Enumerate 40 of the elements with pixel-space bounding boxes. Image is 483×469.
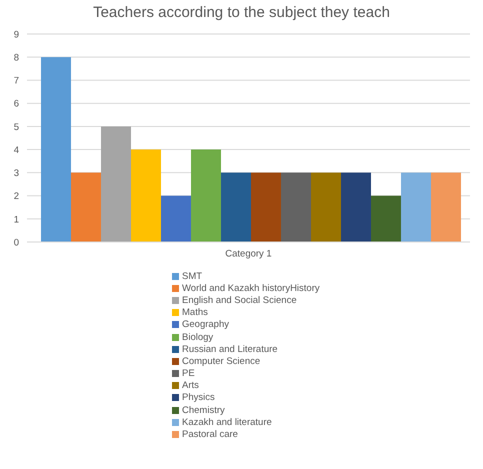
legend-label: Computer Science <box>182 356 260 367</box>
y-tick-label: 1 <box>14 214 19 226</box>
y-tick-label: 8 <box>14 52 19 64</box>
y-tick-label: 4 <box>14 144 19 156</box>
bar <box>311 172 341 242</box>
legend-label: Kazakh and literature <box>182 416 272 428</box>
y-tick-label: 3 <box>14 168 19 180</box>
legend-label: Maths <box>182 307 208 318</box>
y-tick-label: 5 <box>14 122 19 133</box>
bar <box>371 196 401 242</box>
legend-label: Pastoral care <box>182 429 238 440</box>
y-tick-label: 9 <box>14 29 19 40</box>
legend-label: Arts <box>182 380 199 392</box>
bar <box>431 172 461 242</box>
bar <box>221 172 251 242</box>
bar <box>131 150 161 242</box>
bar <box>401 172 431 242</box>
x-tick-label: Category 1 <box>225 248 272 260</box>
y-tick-label: 6 <box>14 98 19 110</box>
bar <box>191 150 221 242</box>
chart-title: Teachers according to the subject they teach <box>92 4 391 21</box>
bar <box>101 126 131 242</box>
y-tick-label: 2 <box>14 191 19 202</box>
y-tick-label: 0 <box>14 237 19 248</box>
legend-label: SMT <box>182 270 202 282</box>
legend-label: PE <box>182 368 195 380</box>
bar <box>281 172 311 242</box>
bar <box>341 172 371 242</box>
legend-label: Geography <box>182 319 230 330</box>
legend-label: Physics <box>182 392 215 404</box>
legend-label: Russian and Literature <box>182 344 278 355</box>
bar <box>41 57 71 242</box>
bar <box>251 172 281 242</box>
legend-label: Chemistry <box>182 404 225 416</box>
bar <box>161 196 191 242</box>
legend-label: English and Social Science <box>182 294 297 306</box>
bar <box>71 172 101 242</box>
legend-label: World and Kazakh historyHistory <box>182 282 320 294</box>
y-tick-label: 7 <box>14 76 19 87</box>
legend-label: Biology <box>182 332 214 343</box>
